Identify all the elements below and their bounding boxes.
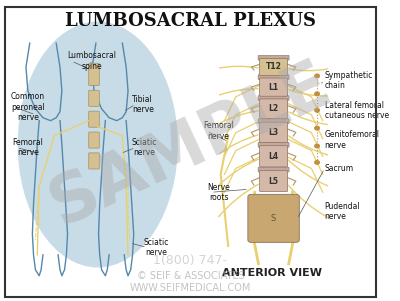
Circle shape <box>315 74 319 78</box>
FancyBboxPatch shape <box>260 146 288 167</box>
Text: Nerve
roots: Nerve roots <box>208 182 230 202</box>
FancyBboxPatch shape <box>258 55 289 60</box>
Text: L4: L4 <box>268 152 279 161</box>
Text: Common
peroneal
nerve: Common peroneal nerve <box>11 92 45 122</box>
Circle shape <box>315 161 319 164</box>
FancyBboxPatch shape <box>89 153 99 169</box>
FancyBboxPatch shape <box>258 96 289 101</box>
Text: Sciatic
nerve: Sciatic nerve <box>132 138 157 157</box>
Text: T12: T12 <box>266 63 282 72</box>
Text: 1(800) 747-: 1(800) 747- <box>154 254 228 267</box>
Text: L3: L3 <box>268 128 279 137</box>
FancyBboxPatch shape <box>248 194 299 242</box>
Text: Sacrum: Sacrum <box>325 164 354 173</box>
Ellipse shape <box>18 22 177 267</box>
Circle shape <box>315 144 319 148</box>
Circle shape <box>315 108 319 112</box>
FancyBboxPatch shape <box>258 142 289 147</box>
FancyBboxPatch shape <box>260 78 288 96</box>
Text: Sciatic
nerve: Sciatic nerve <box>143 238 168 257</box>
FancyBboxPatch shape <box>89 111 99 127</box>
Text: L2: L2 <box>268 104 279 113</box>
FancyBboxPatch shape <box>258 119 289 124</box>
FancyBboxPatch shape <box>89 64 99 85</box>
FancyBboxPatch shape <box>89 132 99 148</box>
Circle shape <box>315 92 319 96</box>
Text: Femoral
nerve: Femoral nerve <box>203 121 234 141</box>
FancyBboxPatch shape <box>260 59 288 75</box>
Text: © SEIF & ASSOCIATES
WWW.SEIFMEDICAL.COM: © SEIF & ASSOCIATES WWW.SEIFMEDICAL.COM <box>130 271 251 293</box>
Text: L5: L5 <box>268 177 278 186</box>
Text: Sympathetic
chain: Sympathetic chain <box>325 71 373 90</box>
Text: LUMBOSACRAL PLEXUS: LUMBOSACRAL PLEXUS <box>65 12 316 30</box>
FancyBboxPatch shape <box>258 167 289 172</box>
Circle shape <box>315 126 319 130</box>
FancyBboxPatch shape <box>260 99 288 119</box>
FancyBboxPatch shape <box>89 90 99 106</box>
Text: SAMPLE: SAMPLE <box>39 51 342 238</box>
FancyBboxPatch shape <box>258 75 289 79</box>
Text: Tibial
nerve: Tibial nerve <box>132 95 154 114</box>
Text: Femoral
nerve: Femoral nerve <box>13 138 44 157</box>
Text: Lateral femoral
cutaneous nerve: Lateral femoral cutaneous nerve <box>325 101 389 120</box>
FancyBboxPatch shape <box>260 170 288 192</box>
FancyBboxPatch shape <box>260 122 288 142</box>
Text: S: S <box>271 214 276 223</box>
Text: Pudendal
nerve: Pudendal nerve <box>325 202 360 221</box>
Text: Lumbosacral
spine: Lumbosacral spine <box>68 51 116 71</box>
Text: ANTERIOR VIEW: ANTERIOR VIEW <box>222 268 322 278</box>
Text: L1: L1 <box>268 83 279 92</box>
Text: Genitofemoral
nerve: Genitofemoral nerve <box>325 130 380 150</box>
